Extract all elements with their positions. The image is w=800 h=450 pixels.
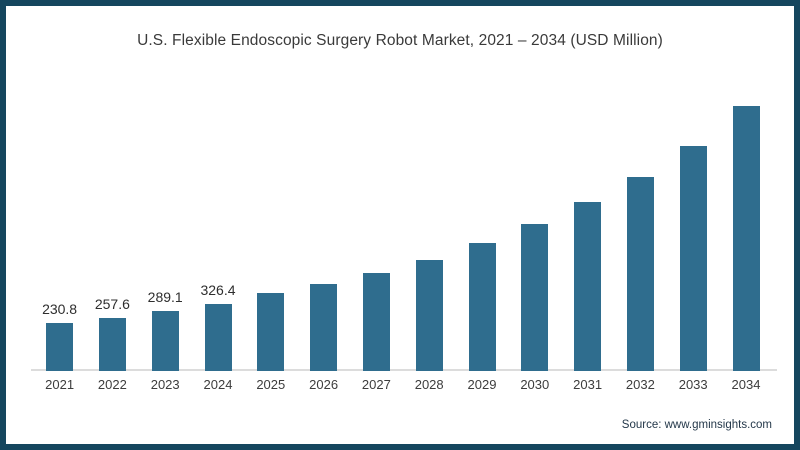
x-axis-line <box>31 369 777 371</box>
x-tick-label-2021: 2021 <box>45 377 75 392</box>
bar-2025 <box>257 293 285 371</box>
bar-2031 <box>574 202 602 371</box>
bar-2024 <box>204 304 232 371</box>
bar-2033 <box>679 146 707 371</box>
x-tick-label-2031: 2031 <box>573 377 603 392</box>
x-tick-label-2027: 2027 <box>361 377 391 392</box>
x-tick-label-2032: 2032 <box>625 377 655 392</box>
x-tick-label-2024: 2024 <box>203 377 233 392</box>
bar-2028 <box>415 260 443 371</box>
x-tick-label-2029: 2029 <box>467 377 497 392</box>
bar-2022 <box>98 318 126 371</box>
x-tick-label-2028: 2028 <box>414 377 444 392</box>
chart-title: U.S. Flexible Endoscopic Surgery Robot M… <box>137 32 663 49</box>
bar-2023 <box>151 311 179 371</box>
value-label-2022: 257.6 <box>94 296 130 312</box>
x-tick-label-2034: 2034 <box>731 377 761 392</box>
x-tick-label-2033: 2033 <box>678 377 708 392</box>
bar-2032 <box>626 177 654 371</box>
bar-2034 <box>732 106 760 371</box>
source-credit: Source: www.gminsights.com <box>621 419 772 431</box>
x-tick-label-2022: 2022 <box>97 377 127 392</box>
value-label-2024: 326.4 <box>200 282 236 298</box>
x-tick-label-2026: 2026 <box>309 377 339 392</box>
plot-area: U.S. Flexible Endoscopic Surgery Robot M… <box>6 6 794 444</box>
x-tick-label-2023: 2023 <box>150 377 180 392</box>
bar-2027 <box>362 273 390 371</box>
value-label-2021: 230.8 <box>42 301 78 317</box>
bar-2021 <box>46 323 74 371</box>
bar-2030 <box>521 224 549 371</box>
bar-2029 <box>468 243 496 371</box>
value-label-2023: 289.1 <box>147 289 183 305</box>
x-tick-label-2025: 2025 <box>256 377 286 392</box>
bar-2026 <box>310 284 338 371</box>
x-tick-label-2030: 2030 <box>520 377 550 392</box>
